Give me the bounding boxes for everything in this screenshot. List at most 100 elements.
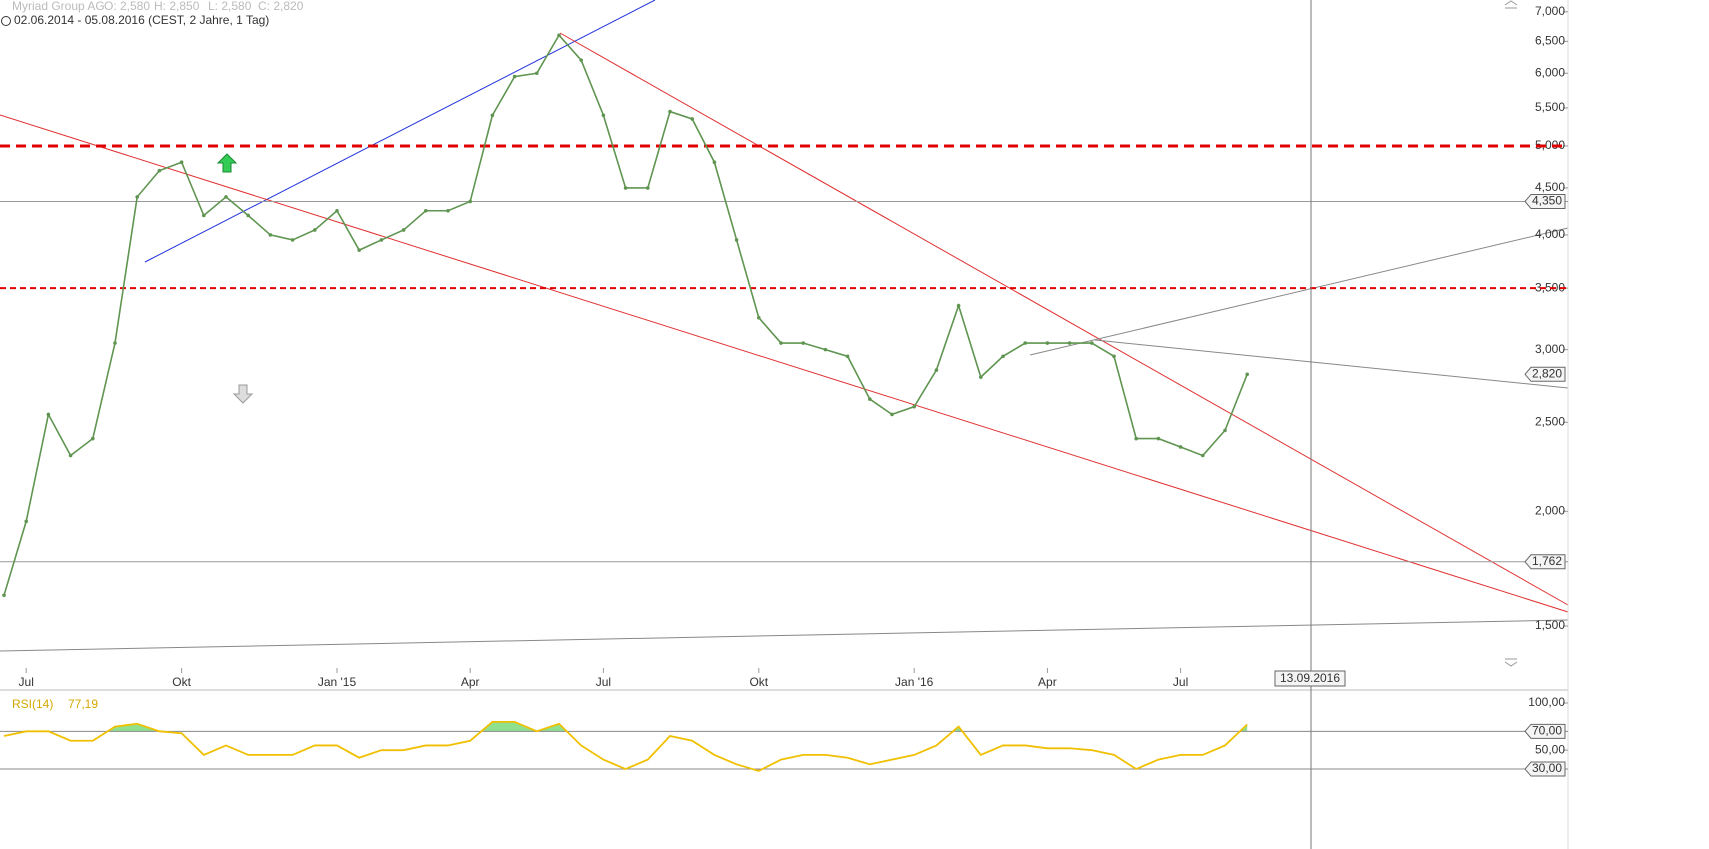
rsi-under-area bbox=[4, 769, 1248, 771]
price-point bbox=[468, 199, 473, 204]
price-point bbox=[246, 213, 250, 218]
trend-line bbox=[1094, 339, 1569, 389]
price-point bbox=[668, 109, 672, 114]
price-point bbox=[623, 186, 628, 190]
y-tick-label-box bbox=[1524, 761, 1566, 777]
y-tick-label: 3,000 bbox=[1535, 342, 1565, 356]
x-tick-label: Apr bbox=[461, 675, 480, 689]
price-point bbox=[113, 341, 117, 345]
level-label: 1,762 bbox=[1532, 554, 1562, 568]
chart-title: Myriad Group AG bbox=[12, 0, 105, 13]
price-point bbox=[512, 74, 517, 79]
price-point bbox=[890, 412, 894, 417]
rsi-line bbox=[3, 720, 1248, 772]
x-tick-label: Jan '15 bbox=[318, 675, 357, 689]
price-point bbox=[779, 341, 783, 345]
y-tick-label: 2,500 bbox=[1535, 414, 1565, 428]
price-point bbox=[934, 368, 939, 372]
price-point bbox=[601, 113, 606, 118]
price-point bbox=[135, 195, 139, 199]
price-point bbox=[734, 238, 739, 242]
price-point bbox=[91, 436, 95, 441]
price-point bbox=[424, 208, 428, 213]
price-point bbox=[490, 113, 495, 118]
down-arrow bbox=[232, 384, 254, 404]
crosshair-label: 13.09.2016 bbox=[1280, 671, 1340, 685]
price-point bbox=[268, 233, 273, 237]
up-arrow bbox=[216, 153, 238, 173]
price-point bbox=[956, 303, 961, 308]
price-point bbox=[868, 397, 872, 401]
price-point bbox=[979, 375, 983, 379]
ohlc: H: 2,850 bbox=[154, 0, 200, 13]
y-tick-label-box bbox=[1524, 723, 1566, 739]
x-tick-label: Apr bbox=[1038, 675, 1057, 689]
price-point bbox=[535, 71, 539, 76]
price-line bbox=[3, 33, 1248, 596]
y-tick-label: 1,500 bbox=[1535, 618, 1565, 632]
level-label: 4,350 bbox=[1532, 194, 1562, 208]
y-tick-label: 4,000 bbox=[1535, 227, 1565, 241]
y-tick-label: 100,00 bbox=[1528, 695, 1565, 709]
y-tick-label: 6,000 bbox=[1535, 65, 1565, 79]
ohlc: C: 2,820 bbox=[258, 0, 304, 13]
price-point bbox=[24, 519, 29, 524]
price-point bbox=[912, 404, 916, 409]
level-label-box bbox=[1524, 193, 1566, 209]
trend-line bbox=[0, 114, 1569, 613]
price-point bbox=[446, 208, 450, 213]
y-tick-label: 2,000 bbox=[1535, 503, 1565, 517]
price-point bbox=[1001, 354, 1005, 359]
y-tick-label: 50,00 bbox=[1535, 742, 1565, 756]
y-tick-label: 5,000 bbox=[1535, 138, 1565, 152]
price-point bbox=[313, 228, 317, 232]
clock-icon bbox=[1, 16, 11, 26]
price-point bbox=[46, 412, 51, 417]
level-label-box bbox=[1524, 554, 1566, 570]
price-point bbox=[690, 117, 694, 121]
trend-line bbox=[0, 619, 1569, 652]
price-point bbox=[1156, 436, 1161, 441]
y-tick-label: 7,000 bbox=[1535, 4, 1565, 18]
trend-line bbox=[144, 0, 656, 263]
x-tick-label: Jul bbox=[596, 675, 611, 689]
price-point bbox=[157, 168, 162, 173]
ohlc: O: 2,580 bbox=[104, 0, 150, 13]
price-point bbox=[1067, 341, 1072, 345]
last-price-label-box bbox=[1524, 366, 1566, 382]
price-point bbox=[202, 213, 206, 218]
price-point bbox=[401, 228, 406, 232]
x-tick-label: Jul bbox=[1173, 675, 1188, 689]
y-tick-label: 6,500 bbox=[1535, 34, 1565, 48]
price-point bbox=[579, 58, 583, 62]
price-point bbox=[1245, 372, 1249, 377]
price-point bbox=[1223, 428, 1227, 433]
trend-line bbox=[559, 32, 1569, 606]
price-point bbox=[1112, 354, 1116, 359]
scroll-icon bbox=[1504, 0, 1518, 9]
price-point bbox=[224, 195, 228, 199]
rsi-last: 77,19 bbox=[68, 697, 98, 711]
price-point bbox=[335, 208, 339, 213]
y-tick-label: 70,00 bbox=[1532, 723, 1562, 737]
last-price-label: 2,820 bbox=[1532, 366, 1562, 380]
trend-line bbox=[1029, 227, 1569, 356]
price-point bbox=[757, 315, 761, 320]
price-point bbox=[845, 354, 850, 359]
x-tick-label: Jul bbox=[19, 675, 34, 689]
price-point bbox=[1201, 453, 1205, 458]
price-point bbox=[1090, 341, 1094, 345]
y-tick-label: 5,500 bbox=[1535, 100, 1565, 114]
price-point bbox=[1178, 445, 1183, 449]
price-point bbox=[823, 347, 828, 352]
y-tick-label: 4,500 bbox=[1535, 180, 1565, 194]
ohlc: L: 2,580 bbox=[208, 0, 252, 13]
rsi-title: RSI(14) bbox=[12, 697, 53, 711]
price-point bbox=[712, 160, 717, 165]
price-point bbox=[801, 341, 805, 345]
price-point bbox=[2, 593, 6, 598]
x-tick-label: Okt bbox=[749, 675, 768, 689]
crosshair-box bbox=[1274, 670, 1346, 687]
price-point bbox=[1023, 341, 1027, 345]
